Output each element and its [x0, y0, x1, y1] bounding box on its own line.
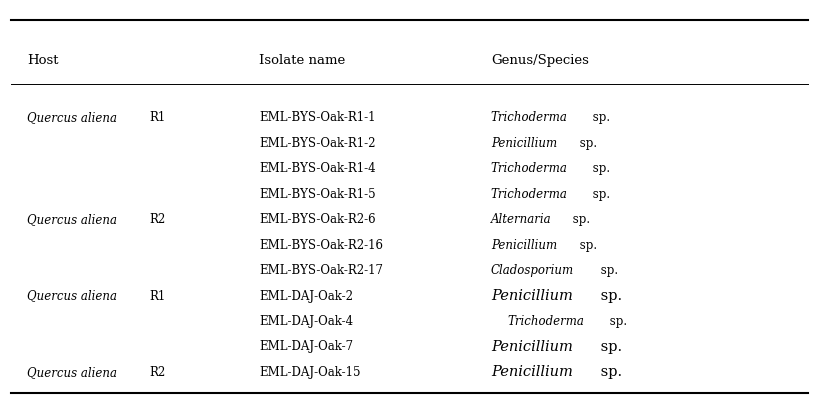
- Text: R1: R1: [149, 111, 165, 124]
- Text: Host: Host: [27, 54, 59, 67]
- Text: Trichoderma: Trichoderma: [491, 162, 568, 175]
- Text: sp.: sp.: [590, 187, 610, 200]
- Text: EML-DAJ-Oak-4: EML-DAJ-Oak-4: [259, 314, 353, 327]
- Text: Penicillium: Penicillium: [491, 339, 572, 353]
- Text: EML-BYS-Oak-R1-1: EML-BYS-Oak-R1-1: [259, 111, 376, 124]
- Text: Penicillium: Penicillium: [491, 238, 557, 251]
- Text: Genus/Species: Genus/Species: [491, 54, 589, 67]
- Text: EML-DAJ-Oak-2: EML-DAJ-Oak-2: [259, 289, 353, 302]
- Text: sp.: sp.: [595, 364, 622, 379]
- Text: EML-BYS-Oak-R1-4: EML-BYS-Oak-R1-4: [259, 162, 376, 175]
- Text: sp.: sp.: [576, 136, 597, 149]
- Text: EML-DAJ-Oak-7: EML-DAJ-Oak-7: [259, 340, 353, 353]
- Text: Trichoderma: Trichoderma: [491, 111, 568, 124]
- Text: Quercus aliena: Quercus aliena: [27, 111, 117, 124]
- Text: Penicillium: Penicillium: [491, 136, 557, 149]
- Text: Quercus aliena: Quercus aliena: [27, 213, 117, 226]
- Text: Cladosporium: Cladosporium: [491, 263, 574, 276]
- Text: EML-BYS-Oak-R2-17: EML-BYS-Oak-R2-17: [259, 263, 383, 276]
- Text: R2: R2: [149, 365, 165, 378]
- Text: Penicillium: Penicillium: [491, 288, 572, 302]
- Text: Quercus aliena: Quercus aliena: [27, 365, 117, 378]
- Text: sp.: sp.: [595, 339, 622, 353]
- Text: R2: R2: [149, 213, 165, 226]
- Text: R1: R1: [149, 289, 165, 302]
- Text: sp.: sp.: [595, 288, 622, 302]
- Text: Alternaria: Alternaria: [491, 213, 551, 226]
- Text: Trichoderma: Trichoderma: [507, 314, 584, 327]
- Text: Trichoderma: Trichoderma: [491, 187, 568, 200]
- Text: sp.: sp.: [597, 263, 618, 276]
- Text: Quercus aliena: Quercus aliena: [27, 289, 117, 302]
- Text: sp.: sp.: [568, 213, 590, 226]
- Text: EML-BYS-Oak-R1-2: EML-BYS-Oak-R1-2: [259, 136, 376, 149]
- Text: Penicillium: Penicillium: [491, 364, 572, 379]
- Text: Isolate name: Isolate name: [259, 54, 346, 67]
- Text: EML-BYS-Oak-R2-6: EML-BYS-Oak-R2-6: [259, 213, 376, 226]
- Text: EML-BYS-Oak-R2-16: EML-BYS-Oak-R2-16: [259, 238, 383, 251]
- Text: sp.: sp.: [590, 162, 610, 175]
- Text: EML-DAJ-Oak-15: EML-DAJ-Oak-15: [259, 365, 360, 378]
- Text: sp.: sp.: [576, 238, 597, 251]
- Text: sp.: sp.: [590, 111, 610, 124]
- Text: sp.: sp.: [605, 314, 627, 327]
- Text: EML-BYS-Oak-R1-5: EML-BYS-Oak-R1-5: [259, 187, 376, 200]
